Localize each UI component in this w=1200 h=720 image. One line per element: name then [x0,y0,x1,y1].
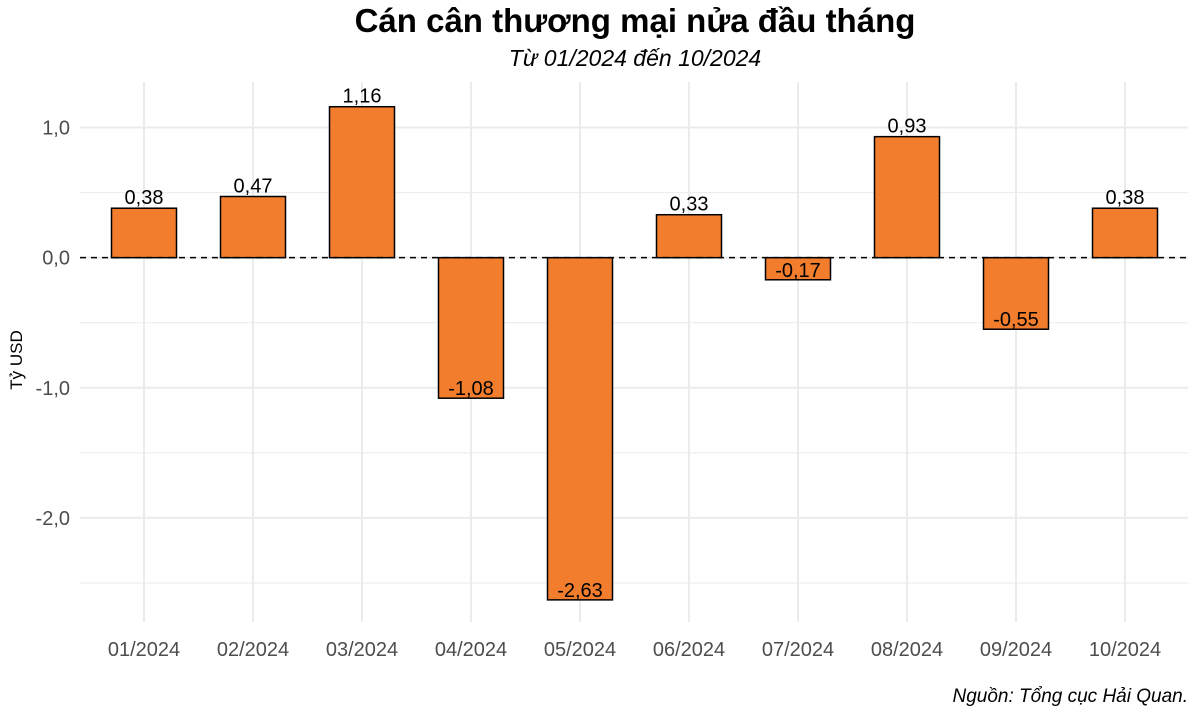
x-tick-label: 08/2024 [871,639,943,661]
bar-03/2024 [328,105,396,259]
bar-02/2024 [219,195,287,259]
chart-title: Cán cân thương mại nửa đầu tháng [354,2,916,39]
chart-subtitle: Từ 01/2024 đến 10/2024 [508,45,762,71]
bar-10/2024 [1091,207,1159,259]
data-label: -1,08 [448,378,494,400]
chart-caption: Nguồn: Tổng cục Hải Quan. [952,686,1188,707]
data-label: -0,55 [993,309,1039,331]
data-labels: 0,38 0,47 1,16 -1,08 -2,63 0,33 -0,17 0,93 -0,55… [125,86,1145,602]
x-tick-label: 02/2024 [217,639,289,661]
y-tick-label: -2,0 [36,508,70,530]
y-tick-label: 0,0 [42,248,70,270]
y-axis-label: Tỷ USD [7,330,26,390]
y-tick-label: 1,0 [42,118,70,140]
data-label: 0,47 [234,176,273,198]
data-label: 0,38 [1106,187,1145,209]
bars [110,105,1159,601]
bar-05/2024 [546,256,614,601]
data-label: 0,93 [888,116,927,138]
data-label: 0,38 [125,187,164,209]
x-tick-label: 04/2024 [435,639,507,661]
bar-09/2024 [982,256,1050,330]
bar-01/2024 [110,207,178,259]
data-label: 0,33 [670,194,709,216]
y-tick-label: -1,0 [36,378,70,400]
bar-04/2024 [437,256,505,399]
bar-08/2024 [873,135,941,259]
x-tick-label: 09/2024 [980,639,1052,661]
data-label: -2,63 [557,580,603,602]
x-tick-label: 10/2024 [1089,639,1161,661]
x-tick-label: 05/2024 [544,639,616,661]
x-tick-label: 07/2024 [762,639,834,661]
data-label: -0,17 [775,260,821,282]
x-tick-label: 06/2024 [653,639,725,661]
bar-06/2024 [655,213,723,259]
data-label: 1,16 [343,86,382,108]
axes: 1,0 0,0 -1,0 -2,0 01/2024 02/2024 03/2024 04/20… [36,118,1188,661]
x-tick-label: 01/2024 [108,639,180,661]
x-tick-label: 03/2024 [326,639,398,661]
grid-lines [80,82,1188,622]
